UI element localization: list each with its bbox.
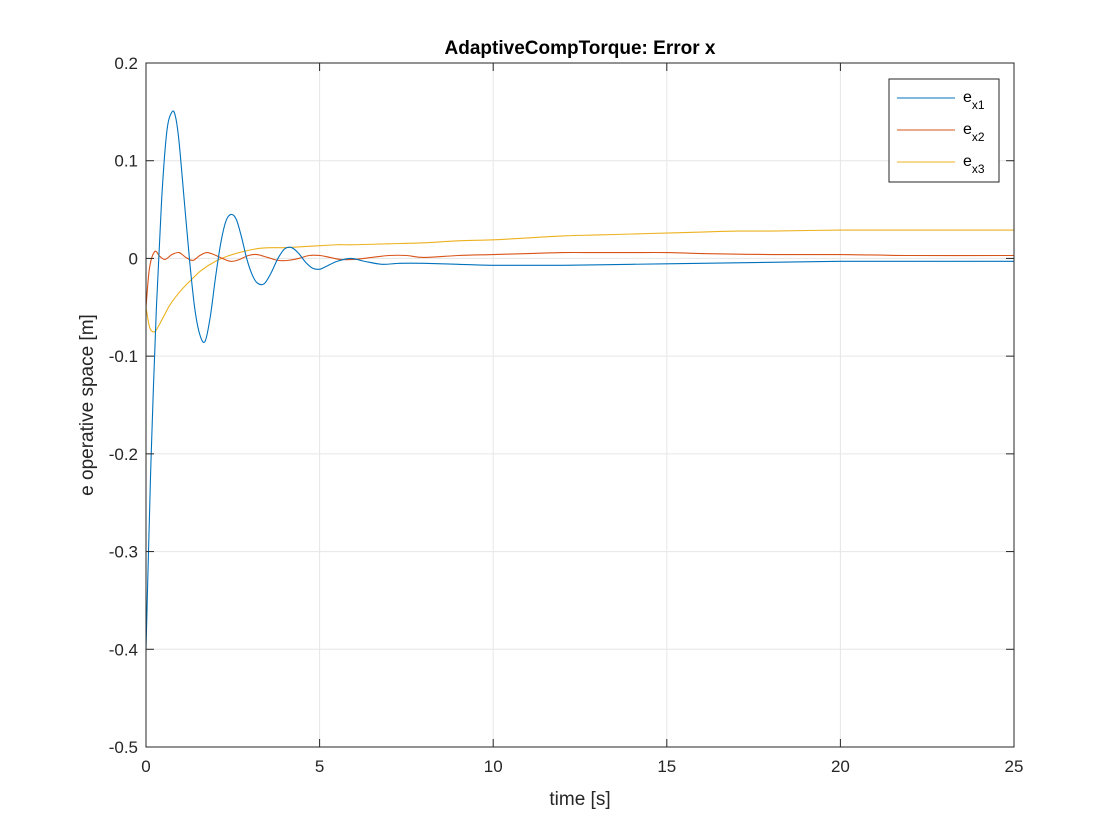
tick-layer: 0 5 10 15 20 25 -0.5 -0.4 -0.3 -0.2 -0.1 0 0.1 0.2 — [109, 54, 1024, 776]
legend-label-main: e — [963, 153, 972, 170]
legend-item-ex3: ex3 — [897, 153, 985, 176]
y-tick-label: -0.5 — [109, 738, 138, 757]
x-tick-label: 25 — [1005, 757, 1024, 776]
series-line-ex2 — [145, 250, 1015, 308]
x-tick-label: 5 — [315, 757, 324, 776]
x-tick-label: 0 — [141, 757, 150, 776]
legend-item-ex1: ex1 — [897, 89, 985, 112]
plot-area — [146, 63, 1014, 747]
y-tick-label: -0.4 — [109, 640, 138, 659]
x-axis-label: time [s] — [549, 789, 610, 810]
series-line-ex1 — [145, 110, 1014, 650]
legend-item-ex2: ex2 — [897, 121, 985, 144]
x-tick-label: 15 — [657, 757, 676, 776]
legend-label-main: e — [963, 89, 972, 106]
x-tick-label: 20 — [831, 757, 850, 776]
y-tick-label: -0.3 — [109, 543, 138, 562]
series-layer — [145, 110, 1015, 650]
y-tick-label: -0.2 — [109, 445, 138, 464]
grid-layer — [146, 63, 1014, 747]
y-tick-label: 0 — [129, 249, 138, 268]
axes-box — [145, 62, 1015, 748]
legend-label: ex1 — [963, 89, 985, 112]
y-tick-label: 0.1 — [114, 152, 138, 171]
y-axis-label: e operative space [m] — [77, 314, 98, 496]
y-tick-label: -0.1 — [109, 347, 138, 366]
legend-label-sub: x2 — [972, 130, 985, 144]
legend-label-sub: x3 — [972, 162, 985, 176]
x-tick-label: 10 — [484, 757, 503, 776]
chart-title: AdaptiveCompTorque: Error x — [445, 38, 716, 59]
legend-label-sub: x1 — [972, 98, 985, 112]
legend-label: ex2 — [963, 121, 985, 144]
legend-label-main: e — [963, 121, 972, 138]
series-line-ex3 — [145, 229, 1015, 333]
legend-label: ex3 — [963, 153, 985, 176]
y-tick-label: 0.2 — [114, 54, 138, 73]
